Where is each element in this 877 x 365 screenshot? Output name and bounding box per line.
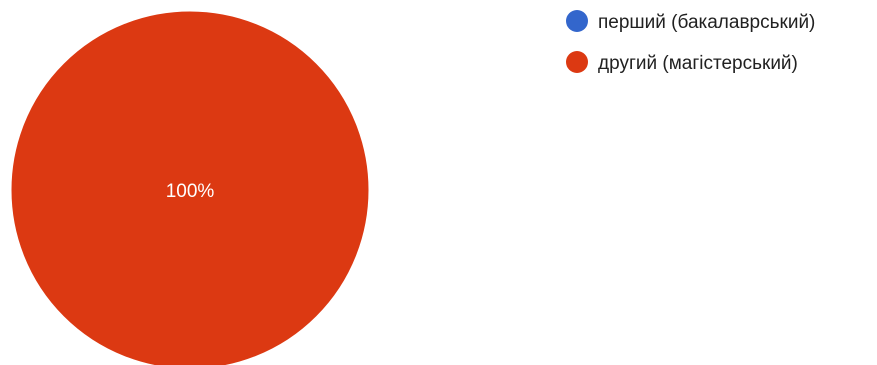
legend-label: другий (магістерський) [598, 53, 798, 74]
legend: перший (бакалаврський) другий (магістерс… [566, 10, 815, 74]
legend-swatch [566, 10, 588, 32]
pie-slices [10, 10, 370, 365]
pie-data-label: 100% [166, 181, 215, 202]
pie-slice-1[interactable] [10, 10, 370, 365]
legend-item-master[interactable]: другий (магістерський) [566, 51, 798, 74]
legend-item-bachelor[interactable]: перший (бакалаврський) [566, 10, 815, 33]
legend-label: перший (бакалаврський) [598, 12, 815, 33]
legend-swatch [566, 51, 588, 73]
pie-data-labels: 100% [166, 181, 215, 202]
